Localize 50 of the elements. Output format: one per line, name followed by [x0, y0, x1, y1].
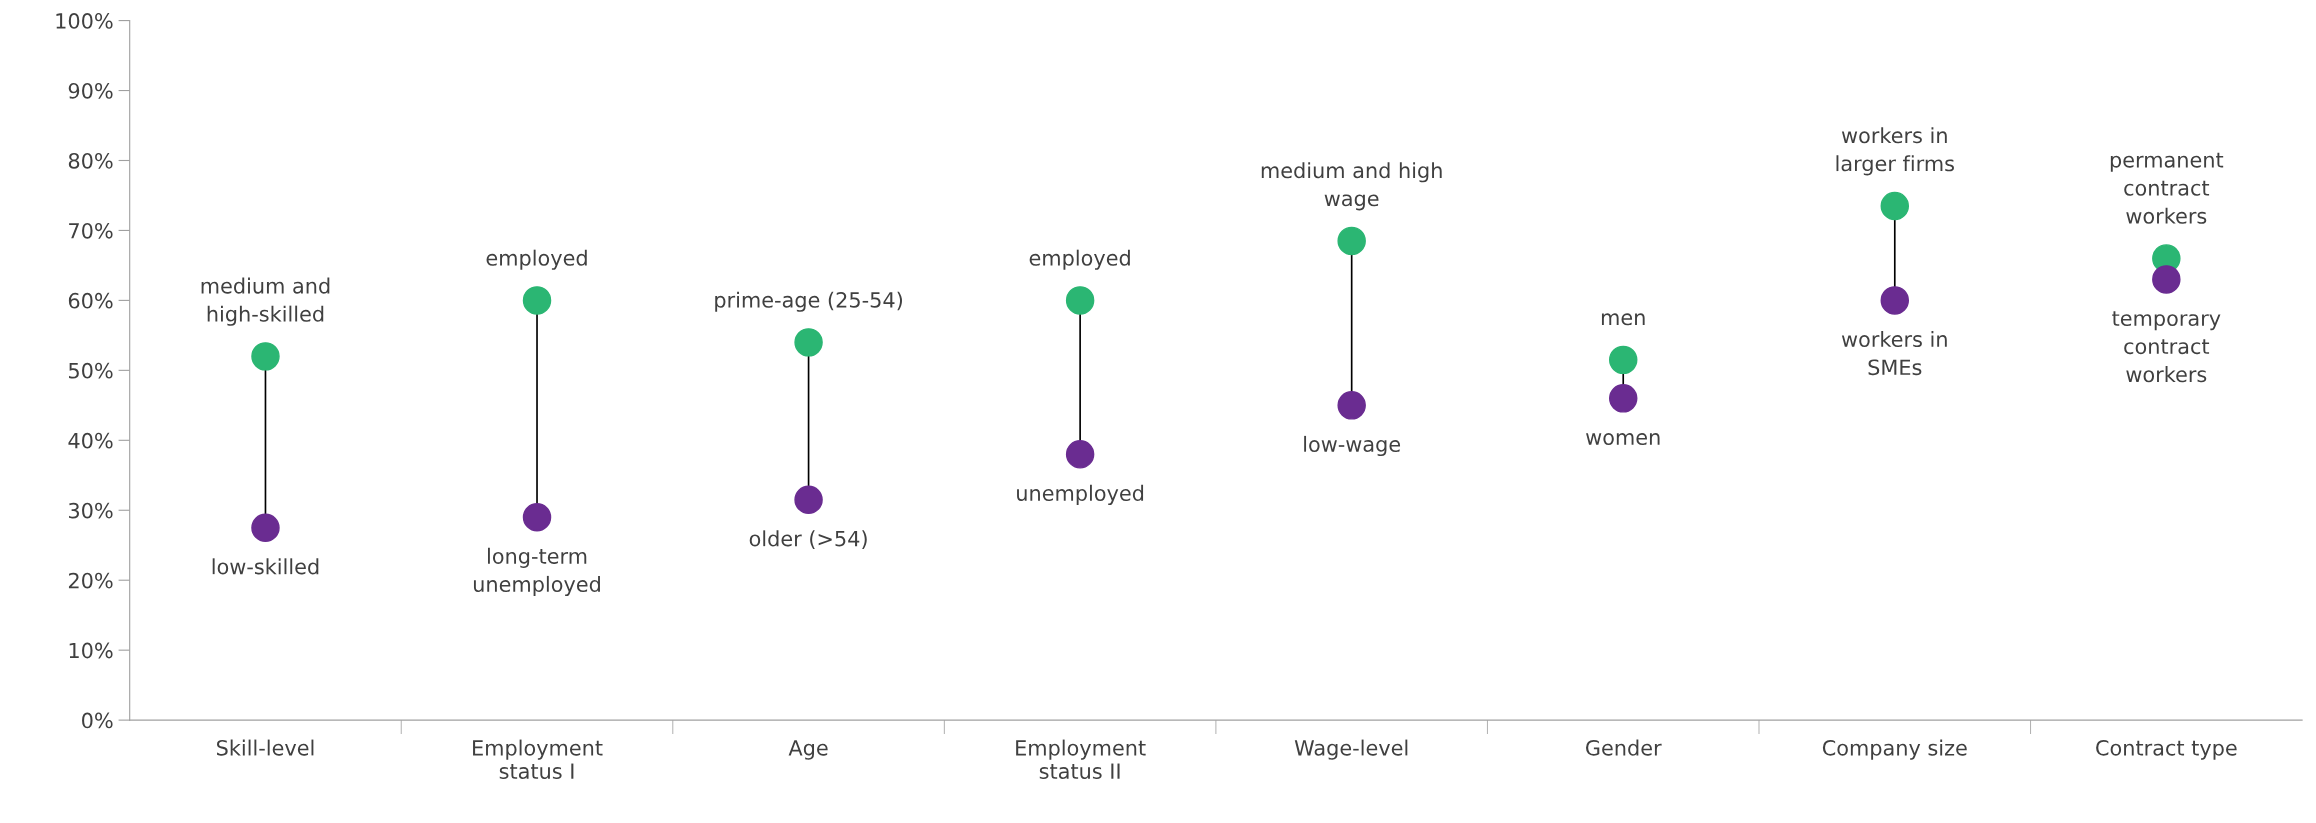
annotation: low-wage — [1304, 435, 1401, 457]
point — [251, 513, 280, 542]
x-tick-label: Wage-level — [1294, 739, 1408, 760]
point — [1880, 286, 1910, 315]
y-tick-label: 100% — [56, 13, 113, 29]
x-tick-label: Age — [788, 740, 828, 760]
y-tick-label: 80% — [68, 152, 113, 169]
annotation: unemployed — [1017, 484, 1144, 506]
point — [1608, 384, 1638, 413]
y-tick-label: 10% — [69, 642, 113, 659]
y-tick-label: 20% — [68, 572, 113, 589]
point — [1880, 191, 1910, 221]
point — [522, 286, 552, 315]
y-tick-label: 40% — [68, 432, 113, 449]
annotation: low-skilled — [212, 558, 319, 575]
y-tick-label: 30% — [69, 502, 113, 519]
point — [522, 503, 552, 532]
x-tick-label: Employment status I — [473, 739, 603, 780]
point — [1337, 391, 1366, 420]
x-tick-label: Gender — [1586, 739, 1662, 756]
y-tick-label: 90% — [68, 82, 113, 99]
annotation: employed — [486, 249, 587, 270]
annotation: women — [1586, 433, 1660, 446]
annotation: workers in SMEs — [1841, 330, 1947, 376]
point — [1608, 345, 1638, 375]
annotation: workers in larger firms — [1836, 127, 1954, 176]
x-tick-label: Skill-level — [216, 739, 314, 756]
x-tick-label: Employment status II — [1016, 739, 1146, 780]
point — [794, 328, 823, 357]
annotation: long-term unemployed — [473, 547, 600, 597]
annotation: medium and high wage — [1261, 162, 1442, 211]
annotation: permanent contract workers — [2110, 152, 2224, 224]
annotation: older (>54) — [749, 530, 867, 549]
y-tick-label: 50% — [69, 362, 113, 379]
annotation: men — [1601, 313, 1645, 326]
x-tick-label: Contract type — [2096, 739, 2237, 760]
y-tick-label: 60% — [68, 292, 113, 309]
point — [1065, 440, 1095, 469]
annotation: temporary contract workers — [2112, 311, 2221, 383]
point — [1337, 226, 1366, 256]
y-tick-label: 70% — [69, 222, 113, 239]
annotation: employed — [1029, 249, 1130, 270]
annotation: medium and high-skilled — [201, 277, 330, 326]
point — [251, 342, 280, 371]
annotation: prime-age (25-54) — [715, 291, 902, 312]
point — [1065, 286, 1095, 315]
point — [2152, 265, 2181, 294]
x-tick-label: Company size — [1822, 739, 1967, 760]
point — [794, 485, 823, 514]
y-tick-label: 0% — [82, 712, 113, 729]
